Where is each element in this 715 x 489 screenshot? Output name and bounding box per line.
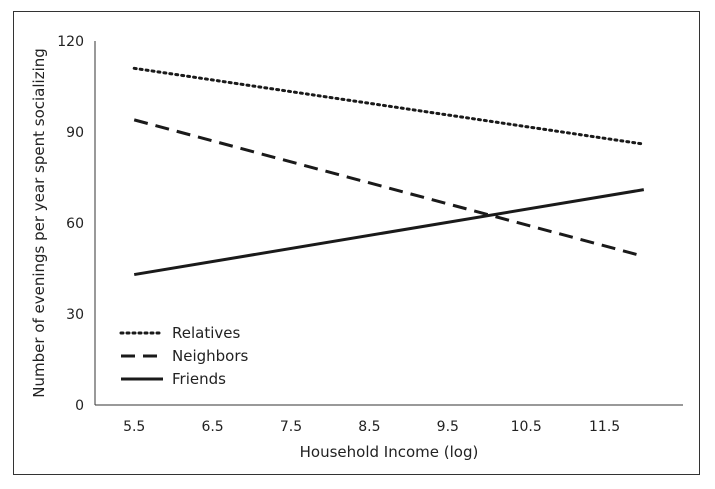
y-tick-label: 60: [66, 216, 84, 232]
series-lines: [132, 66, 646, 277]
series-line-friends: [133, 188, 645, 277]
legend-label-friends: Friends: [172, 370, 226, 388]
y-axis-title: Number of evenings per year spent social…: [30, 48, 48, 398]
x-tick-label: 9.5: [437, 419, 459, 435]
x-axis-title: Household Income (log): [300, 443, 479, 461]
legend-label-relatives: Relatives: [172, 324, 240, 342]
x-tick-label: 10.5: [511, 419, 542, 435]
series-line-neighbors: [133, 118, 645, 258]
y-tick-labels: 0 30 60 90 120: [57, 34, 84, 414]
y-tick-label: 0: [75, 398, 84, 414]
chart-frame: [13, 11, 700, 475]
series-line-relatives: [132, 66, 646, 146]
y-tick-label: 90: [66, 125, 84, 141]
y-tick-label: 120: [57, 34, 84, 50]
axes: [94, 41, 683, 406]
x-tick-label: 8.5: [358, 419, 380, 435]
x-tick-label: 11.5: [589, 419, 620, 435]
legend: Relatives Neighbors Friends: [119, 324, 249, 388]
x-tick-label: 5.5: [123, 419, 145, 435]
x-tick-label: 7.5: [280, 419, 302, 435]
x-tick-labels: 5.5 6.5 7.5 8.5 9.5 10.5 11.5: [123, 419, 620, 435]
x-tick-label: 6.5: [201, 419, 223, 435]
legend-label-neighbors: Neighbors: [172, 347, 249, 365]
y-tick-label: 30: [66, 307, 84, 323]
